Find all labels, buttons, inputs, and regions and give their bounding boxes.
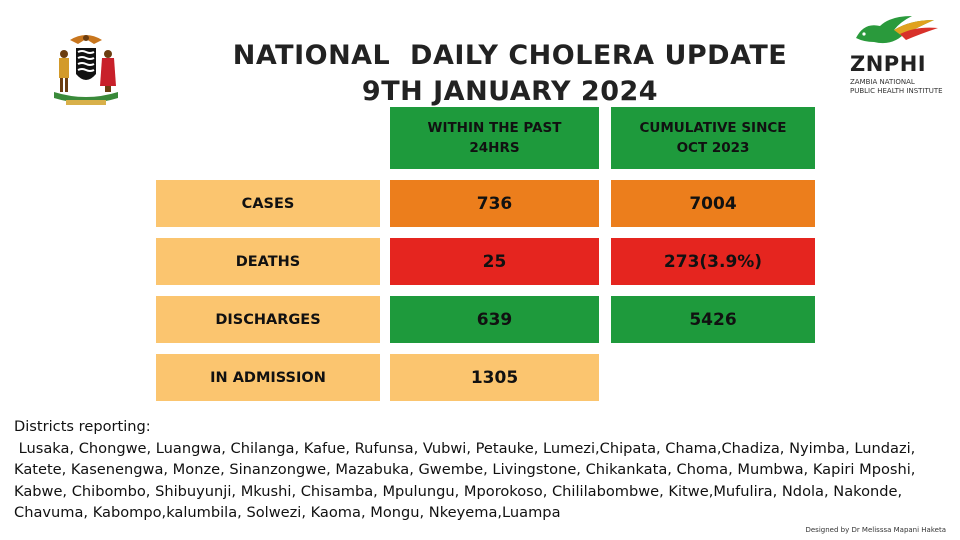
deaths-cumulative: 273(3.9%) [611, 238, 815, 285]
districts-reporting: Districts reporting: Lusaka, Chongwe, Lu… [14, 416, 954, 524]
header-past-24hrs-label: WITHIN THE PAST 24HRS [427, 120, 562, 156]
znphi-subtitle-line-2: PUBLIC HEALTH INSTITUTE [850, 87, 943, 95]
header-cumulative: CUMULATIVE SINCE OCT 2023 [611, 107, 815, 169]
page-title: NATIONAL DAILY CHOLERA UPDATE 9TH JANUAR… [200, 38, 820, 110]
designer-credit: Designed by Dr Melisssa Mapani Haketa [805, 526, 946, 534]
title-line-1: NATIONAL DAILY CHOLERA UPDATE [232, 40, 788, 71]
znphi-logo: ZNPHI ZAMBIA NATIONAL PUBLIC HEALTH INST… [850, 12, 950, 102]
znphi-logo-subtitle: ZAMBIA NATIONAL PUBLIC HEALTH INSTITUTE [850, 78, 950, 96]
deaths-past-24hrs: 25 [390, 238, 599, 285]
in-admission-past-24hrs: 1305 [390, 354, 599, 401]
cases-past-24hrs: 736 [390, 180, 599, 227]
row-label-discharges: DISCHARGES [156, 296, 380, 343]
row-label-in-admission: IN ADMISSION [156, 354, 380, 401]
header-cumulative-label: CUMULATIVE SINCE OCT 2023 [639, 120, 787, 156]
districts-heading: Districts reporting: [14, 418, 151, 435]
districts-list: Lusaka, Chongwe, Luangwa, Chilanga, Kafu… [14, 439, 921, 522]
discharges-cumulative: 5426 [611, 296, 815, 343]
discharges-past-24hrs: 639 [390, 296, 599, 343]
znphi-bird-icon [856, 16, 938, 44]
header-past-24hrs: WITHIN THE PAST 24HRS [390, 107, 599, 169]
row-label-cases: CASES [156, 180, 380, 227]
row-label-deaths: DEATHS [156, 238, 380, 285]
znphi-subtitle-line-1: ZAMBIA NATIONAL [850, 78, 915, 86]
cases-cumulative: 7004 [611, 180, 815, 227]
title-line-2: 9TH JANUARY 2024 [361, 76, 659, 107]
znphi-logo-name: ZNPHI [850, 52, 927, 76]
zambia-coat-of-arms-icon [48, 30, 124, 108]
